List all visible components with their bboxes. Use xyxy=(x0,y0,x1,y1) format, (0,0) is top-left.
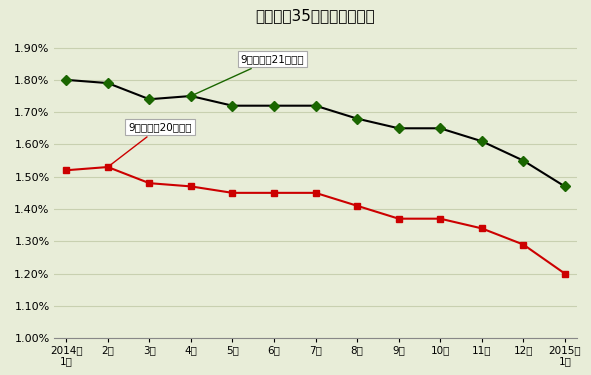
Text: 9割融資：21年以上: 9割融資：21年以上 xyxy=(193,54,304,95)
Title: フラット35最低金利の推移: フラット35最低金利の推移 xyxy=(256,8,375,23)
Text: 9割融資：20年未満: 9割融資：20年未満 xyxy=(110,122,192,165)
